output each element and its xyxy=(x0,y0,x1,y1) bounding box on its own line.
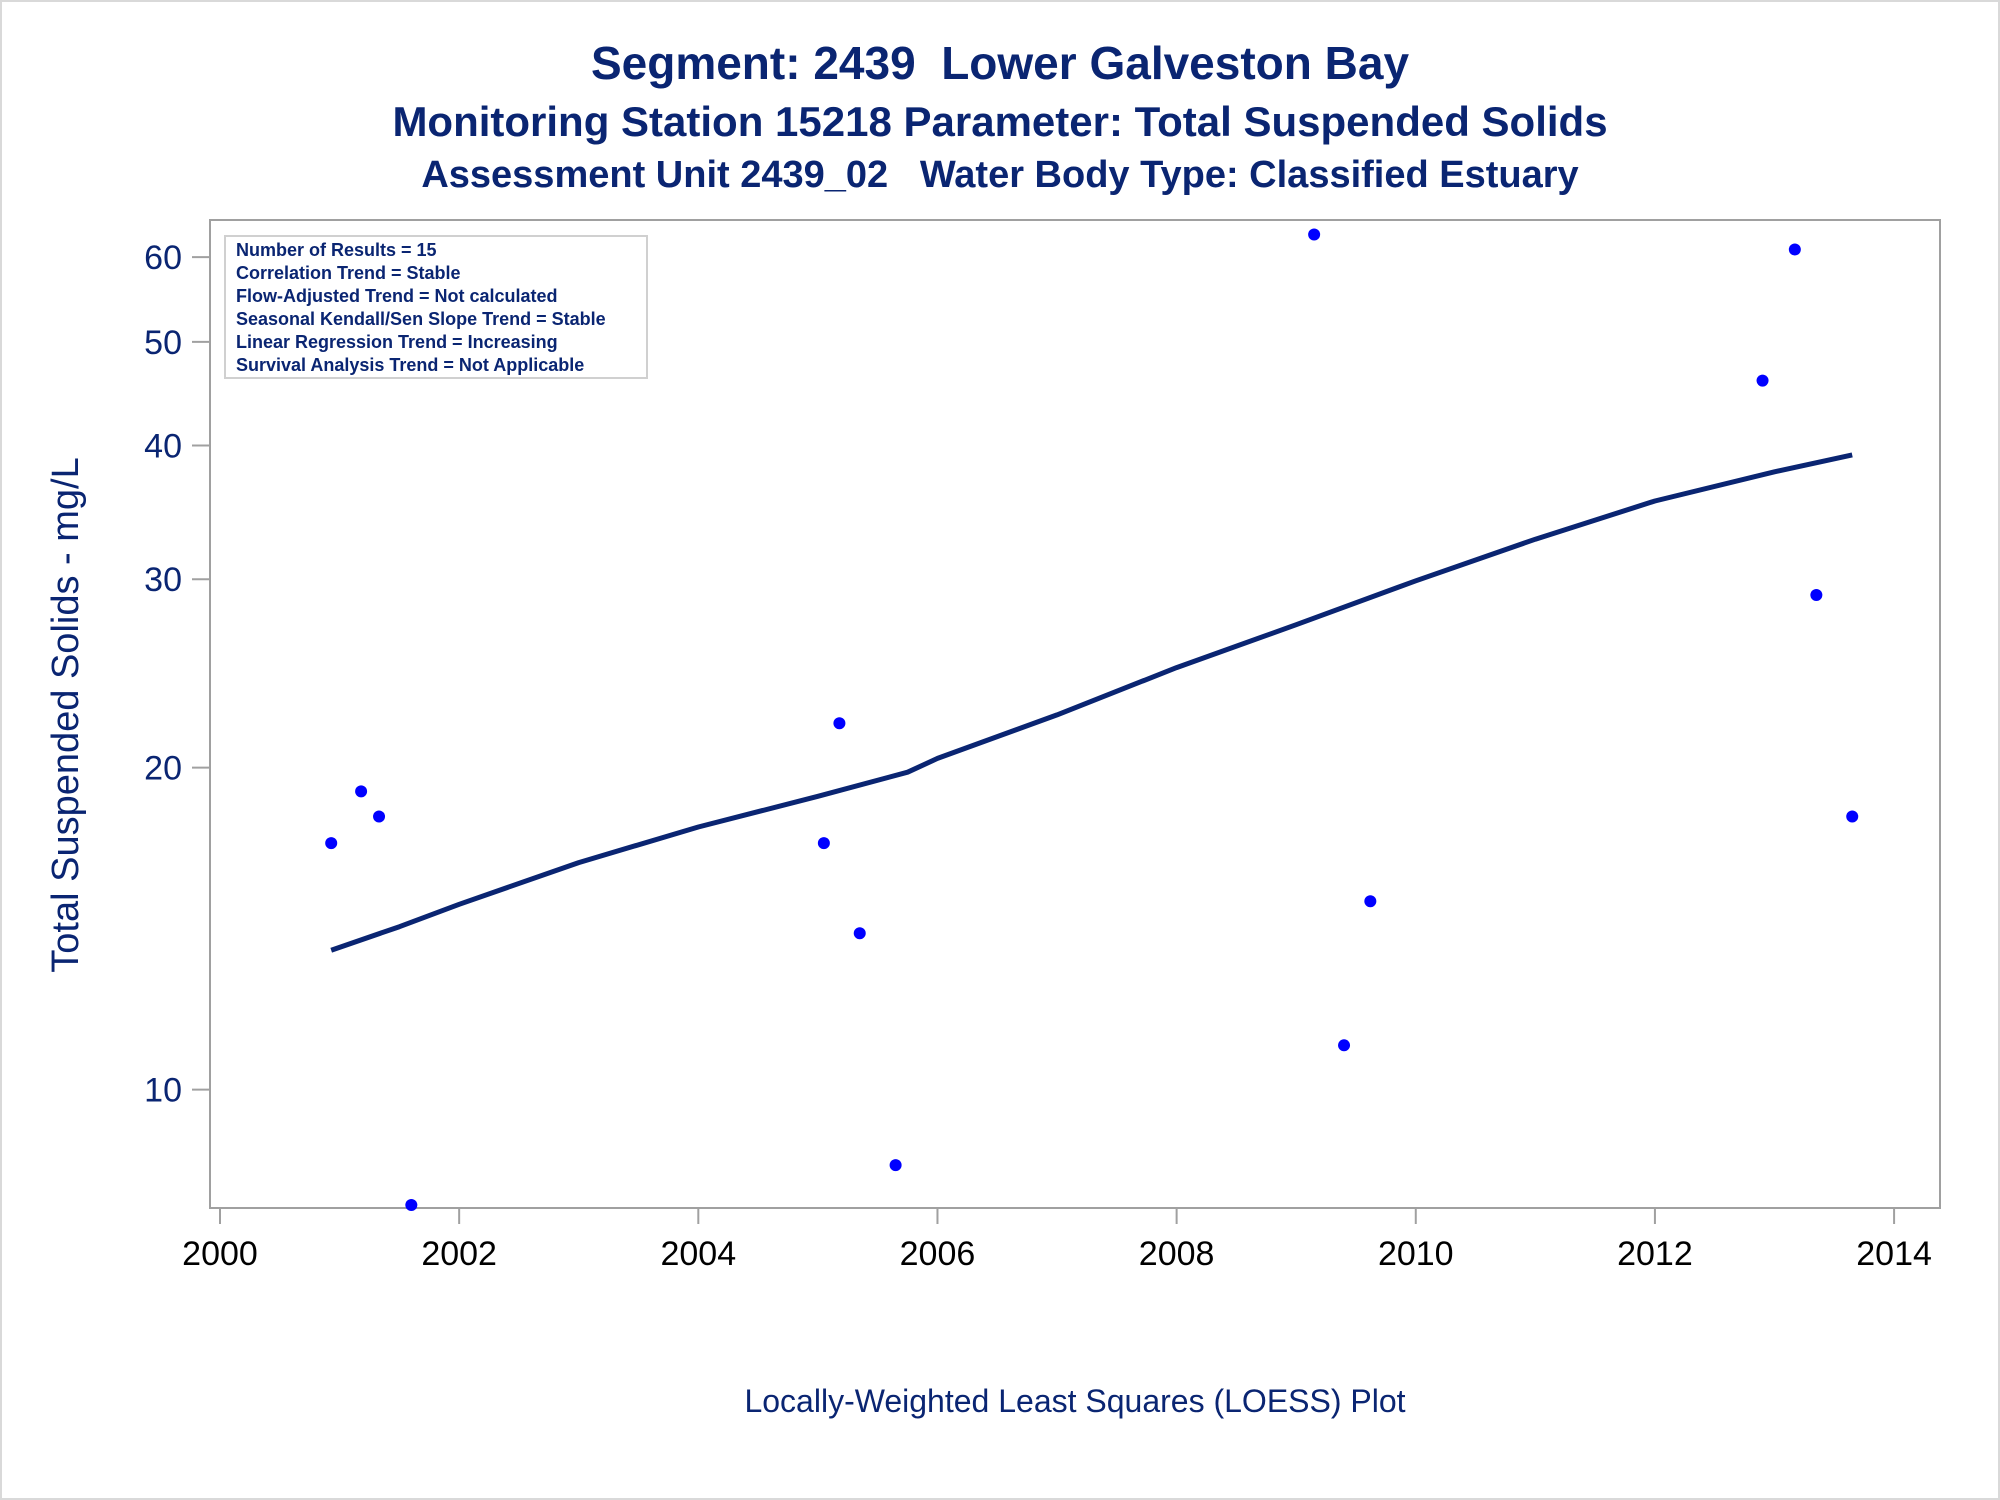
info-box-line: Survival Analysis Trend = Not Applicable xyxy=(236,355,584,375)
y-tick-label: 30 xyxy=(144,561,182,599)
data-point xyxy=(1788,243,1801,256)
y-tick-label: 10 xyxy=(144,1072,182,1110)
data-point xyxy=(853,927,866,940)
x-tick-label: 2014 xyxy=(1856,1235,1932,1273)
info-box-line: Linear Regression Trend = Increasing xyxy=(236,332,558,352)
info-box-line: Seasonal Kendall/Sen Slope Trend = Stabl… xyxy=(236,309,606,329)
x-axis: 2000 2002 2004 2006 2008 2010 2012 2014 xyxy=(182,1208,1932,1273)
y-tick-label: 20 xyxy=(144,750,182,788)
x-tick-label: 2010 xyxy=(1378,1235,1454,1273)
y-tick-label: 40 xyxy=(144,428,182,466)
info-box-line: Correlation Trend = Stable xyxy=(236,263,461,283)
data-point xyxy=(1756,374,1769,387)
info-box-border xyxy=(224,235,648,379)
y-tick-label: 50 xyxy=(144,324,182,362)
x-tick-label: 2006 xyxy=(900,1235,976,1273)
x-tick-label: 2004 xyxy=(660,1235,736,1273)
data-point xyxy=(1308,228,1321,241)
loess-line xyxy=(330,452,1853,953)
data-point xyxy=(889,1159,902,1172)
info-box-line: Flow-Adjusted Trend = Not calculated xyxy=(236,286,558,306)
data-point xyxy=(405,1199,418,1212)
x-tick-label: 2012 xyxy=(1617,1235,1693,1273)
data-point xyxy=(1364,895,1377,908)
info-box-line: Number of Results = 15 xyxy=(236,240,437,260)
footnote: Locally-Weighted Least Squares (LOESS) P… xyxy=(744,1383,1405,1419)
data-point xyxy=(1338,1039,1351,1052)
data-point xyxy=(355,785,368,798)
y-axis: 10 20 30 40 50 60 xyxy=(144,239,210,1110)
data-points-series xyxy=(325,228,1859,1212)
y-tick-label: 60 xyxy=(144,239,182,277)
data-point xyxy=(817,837,830,850)
data-point xyxy=(1846,810,1859,823)
chart-title: Segment: 2439 Lower Galveston Bay xyxy=(590,37,1410,89)
plot-area xyxy=(209,219,1941,1209)
data-point xyxy=(833,717,846,730)
y-axis-title: Total Suspended Solids - mg/L xyxy=(45,457,87,972)
trend-info-box: Number of Results = 15 Correlation Trend … xyxy=(224,235,648,379)
x-tick-label: 2000 xyxy=(182,1235,258,1273)
data-point xyxy=(1810,588,1823,601)
data-point xyxy=(325,837,338,850)
loess-series xyxy=(330,452,1853,953)
x-tick-label: 2002 xyxy=(421,1235,497,1273)
chart-subtitle-station: Monitoring Station 15218 Parameter: Tota… xyxy=(392,98,1608,145)
x-tick-label: 2008 xyxy=(1139,1235,1215,1273)
data-point xyxy=(373,810,386,823)
chart-subtitle-assessment: Assessment Unit 2439_02 Water Body Type:… xyxy=(421,154,1579,196)
